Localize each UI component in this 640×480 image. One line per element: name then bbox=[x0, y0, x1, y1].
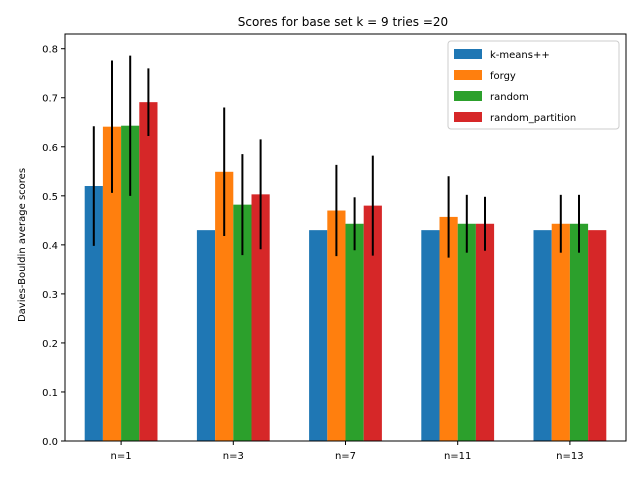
legend-label-random_partition: random_partition bbox=[490, 113, 576, 124]
y-tick-label: 0.1 bbox=[42, 388, 58, 399]
y-tick-label: 0.7 bbox=[42, 94, 58, 105]
bar-forgy-n=7 bbox=[327, 210, 346, 441]
x-axis: n=1 n=3 n=7 n=11 n=13 bbox=[111, 441, 584, 462]
legend-label-random: random bbox=[490, 92, 529, 103]
y-tick-label: 0.6 bbox=[42, 143, 58, 154]
legend-swatch-random bbox=[454, 91, 482, 101]
bar-forgy-n=3 bbox=[215, 171, 234, 441]
legend-label-k-means++: k-means++ bbox=[490, 50, 550, 61]
bar-forgy-n=1 bbox=[102, 126, 122, 441]
bars-layer bbox=[84, 102, 607, 441]
bar-random_partition-n=1 bbox=[139, 102, 158, 441]
bar-random-n=1 bbox=[121, 125, 140, 441]
bar-k-means++-n=7 bbox=[309, 230, 328, 441]
x-tick-label: n=13 bbox=[556, 451, 583, 462]
x-tick-label: n=7 bbox=[335, 451, 356, 462]
y-tick-label: 0.8 bbox=[42, 45, 58, 56]
bar-k-means++-n=13 bbox=[533, 230, 552, 441]
bar-k-means++-n=11 bbox=[421, 230, 440, 441]
bar-forgy-n=11 bbox=[439, 216, 458, 441]
bar-forgy-n=13 bbox=[551, 223, 570, 441]
legend-swatch-random_partition bbox=[454, 112, 482, 122]
bar-k-means++-n=3 bbox=[196, 230, 216, 441]
y-axis: 0.0 0.1 0.2 0.3 0.4 0.5 0.6 0.7 0.8 bbox=[42, 45, 65, 448]
bar-random-n=13 bbox=[569, 223, 589, 441]
y-tick-label: 0.3 bbox=[42, 290, 58, 301]
y-tick-label: 0.4 bbox=[42, 241, 58, 252]
legend-swatch-forgy bbox=[454, 70, 482, 80]
bar-random_partition-n=7 bbox=[363, 205, 382, 441]
x-tick-label: n=3 bbox=[223, 451, 244, 462]
y-tick-label: 0.2 bbox=[42, 339, 58, 350]
legend-swatch-k-means++ bbox=[454, 49, 482, 59]
y-tick-label: 0.5 bbox=[42, 192, 58, 203]
bar-random-n=7 bbox=[345, 223, 364, 441]
x-tick-label: n=11 bbox=[444, 451, 471, 462]
bar-random-n=11 bbox=[457, 223, 476, 441]
y-tick-label: 0.0 bbox=[42, 437, 58, 448]
error-bars-layer bbox=[92, 55, 580, 258]
y-axis-title: Davies-Bouldin average scores bbox=[17, 168, 28, 322]
bar-random_partition-n=13 bbox=[588, 230, 607, 441]
legend-label-forgy: forgy bbox=[490, 71, 516, 82]
x-tick-label: n=1 bbox=[111, 451, 132, 462]
bar-random_partition-n=11 bbox=[475, 223, 495, 441]
bar-k-means++-n=1 bbox=[84, 186, 103, 441]
bar-random_partition-n=3 bbox=[251, 194, 270, 441]
legend: k-means++ forgy random random_partition bbox=[447, 40, 620, 130]
legend-box bbox=[447, 40, 620, 130]
bar-random-n=3 bbox=[233, 204, 252, 441]
chart-title: Scores for base set k = 9 tries =20 bbox=[238, 15, 448, 29]
